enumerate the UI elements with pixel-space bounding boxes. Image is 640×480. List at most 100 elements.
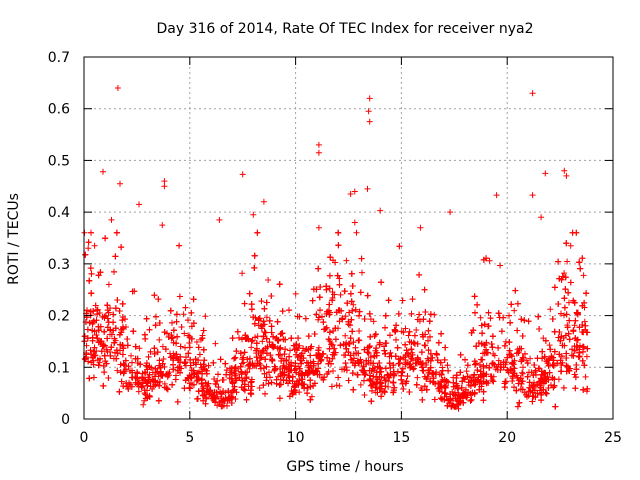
data-point xyxy=(435,339,442,346)
data-point xyxy=(545,357,552,364)
data-point xyxy=(579,255,586,262)
data-point xyxy=(361,367,368,374)
data-point xyxy=(129,288,136,295)
data-point xyxy=(519,369,525,376)
data-point xyxy=(244,335,251,342)
data-point xyxy=(187,385,194,392)
data-point xyxy=(159,372,166,379)
data-point xyxy=(561,295,568,302)
data-point xyxy=(454,385,461,392)
data-point xyxy=(340,341,347,348)
data-point xyxy=(135,381,142,387)
data-point xyxy=(189,381,195,388)
data-point xyxy=(173,318,180,325)
data-point xyxy=(129,374,136,381)
data-point xyxy=(122,357,129,364)
data-point xyxy=(462,386,469,393)
data-point xyxy=(426,318,433,325)
data-point xyxy=(210,359,217,366)
data-point xyxy=(561,167,568,174)
data-point xyxy=(495,310,502,317)
data-point xyxy=(420,316,427,323)
data-point xyxy=(361,316,368,322)
data-point xyxy=(293,341,300,348)
data-point xyxy=(378,279,385,286)
data-point xyxy=(141,390,148,397)
data-point xyxy=(434,357,441,364)
data-point xyxy=(262,390,268,397)
data-point xyxy=(453,375,460,381)
data-point xyxy=(388,353,395,360)
data-point xyxy=(573,229,580,236)
data-point xyxy=(551,284,558,291)
data-point xyxy=(418,349,425,356)
x-tick-label: 10 xyxy=(287,430,305,446)
data-point xyxy=(382,324,388,331)
data-point xyxy=(336,275,343,282)
data-point xyxy=(102,235,109,242)
data-point xyxy=(374,376,381,383)
data-point xyxy=(462,356,468,363)
data-point xyxy=(200,385,207,392)
data-point xyxy=(315,347,322,354)
data-point xyxy=(149,369,156,376)
data-point xyxy=(519,370,526,377)
data-point xyxy=(152,365,159,372)
data-point xyxy=(118,378,125,385)
data-point xyxy=(286,363,293,370)
data-point xyxy=(261,370,268,377)
data-point xyxy=(564,324,571,331)
data-point xyxy=(361,377,367,384)
data-point xyxy=(486,257,493,264)
axis-tick-labels: 0 0.1 0.2 0.3 0.4 0.5 0.6 0.7 0 5 10 15 20 25 xyxy=(48,50,622,446)
data-point xyxy=(439,396,446,403)
data-point xyxy=(581,362,588,369)
data-point xyxy=(152,322,159,329)
data-point xyxy=(441,376,448,383)
data-point xyxy=(93,317,100,324)
data-point xyxy=(452,392,458,399)
data-point xyxy=(228,389,235,396)
data-point xyxy=(260,365,267,372)
data-point xyxy=(558,353,565,360)
data-point xyxy=(452,395,459,402)
data-point xyxy=(323,283,330,290)
data-point xyxy=(444,362,451,369)
data-point xyxy=(327,254,334,261)
data-point xyxy=(365,350,372,357)
data-point xyxy=(377,385,384,392)
data-point xyxy=(294,378,301,385)
data-point xyxy=(265,380,272,387)
data-point xyxy=(326,345,333,352)
data-point xyxy=(563,172,570,179)
data-point xyxy=(313,352,320,359)
data-point xyxy=(518,316,525,323)
data-point xyxy=(506,339,513,346)
data-point xyxy=(277,344,284,351)
data-point xyxy=(84,326,91,333)
data-point xyxy=(557,357,564,364)
data-point xyxy=(313,368,320,375)
data-point xyxy=(89,334,96,341)
data-point xyxy=(287,347,293,354)
data-point xyxy=(563,240,570,247)
data-point xyxy=(259,338,266,345)
data-point xyxy=(346,340,353,347)
data-point xyxy=(559,342,566,349)
data-point xyxy=(220,388,227,395)
data-point xyxy=(295,345,302,351)
data-point xyxy=(356,312,362,319)
data-point xyxy=(370,360,377,367)
data-point xyxy=(251,264,258,271)
data-point xyxy=(311,331,318,337)
data-point xyxy=(536,326,543,332)
data-point xyxy=(292,290,299,297)
data-point xyxy=(560,335,567,341)
data-point xyxy=(558,362,565,368)
data-point xyxy=(548,353,555,360)
data-point xyxy=(110,311,117,318)
data-point xyxy=(480,363,487,370)
data-point xyxy=(575,354,582,360)
data-point xyxy=(304,390,311,397)
data-point xyxy=(99,343,106,350)
